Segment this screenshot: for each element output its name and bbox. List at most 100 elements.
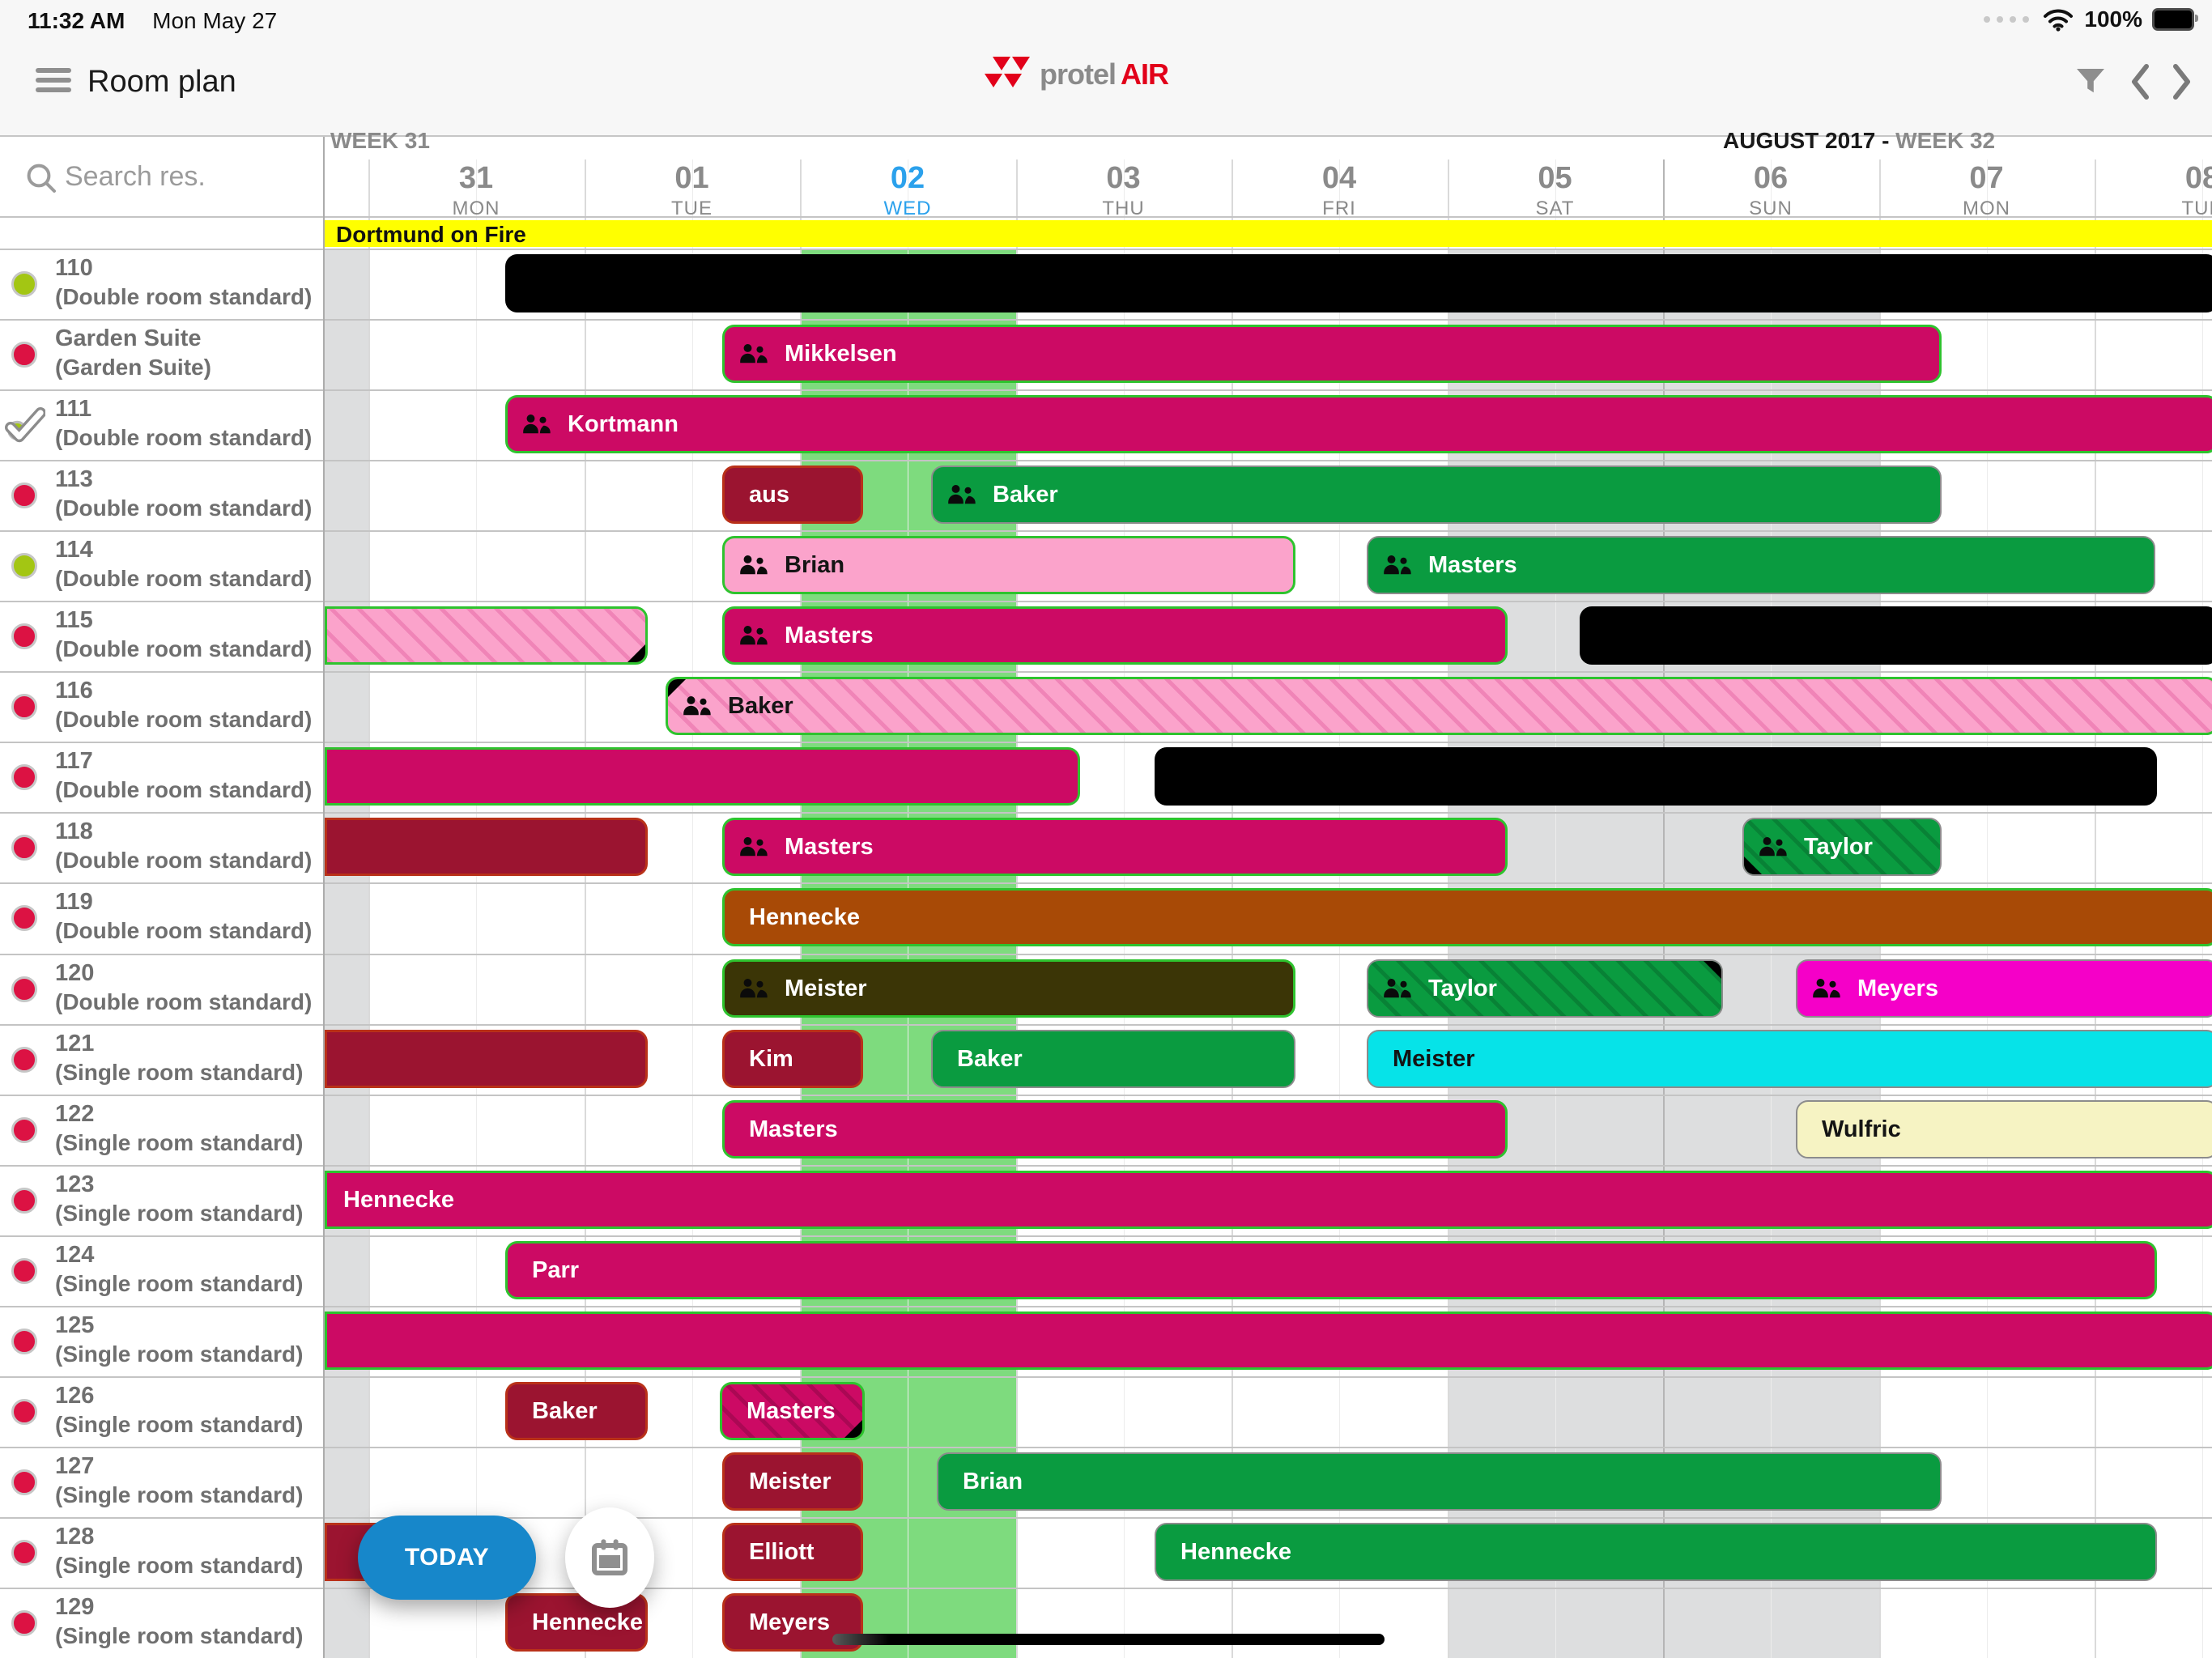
search-input[interactable] — [63, 155, 309, 198]
reservation-bar-baker[interactable]: Baker — [505, 1382, 648, 1440]
room-type: (Double room standard) — [55, 425, 313, 450]
room-row-123[interactable]: 123 (Single room standard) — [0, 1165, 323, 1235]
reservation-bar-meister[interactable]: Meister — [722, 1452, 863, 1511]
reservation-bar-aus[interactable]: aus — [722, 466, 863, 524]
reservation-bar[interactable] — [325, 1030, 648, 1088]
room-number: 113 — [55, 466, 93, 492]
room-status-dirty-dot — [11, 1539, 37, 1566]
menu-button[interactable] — [36, 68, 71, 100]
reservation-bar[interactable] — [325, 606, 648, 665]
reservation-bar-masters[interactable]: Masters — [720, 1382, 865, 1440]
reservation-bar-hennecke[interactable]: Hennecke — [722, 888, 2212, 946]
reservation-bar-masters[interactable]: Masters — [722, 606, 1508, 665]
row-border — [0, 1095, 2212, 1096]
reservation-bar[interactable] — [1155, 747, 2157, 806]
room-row-117[interactable]: 117 (Double room standard) — [0, 742, 323, 812]
search-icon — [27, 164, 56, 193]
reservation-bar-meister[interactable]: Meister — [722, 959, 1295, 1018]
calendar-button[interactable] — [565, 1507, 654, 1608]
day-header-04[interactable]: 04 FRI — [1231, 162, 1447, 220]
room-row-111[interactable]: 111 (Double room standard) — [0, 389, 323, 460]
room-row-110[interactable]: 110 (Double room standard) — [0, 249, 323, 319]
room-row-113[interactable]: 113 (Double room standard) — [0, 460, 323, 530]
guests-icon — [1759, 837, 1787, 857]
day-header-01[interactable]: 01 TUE — [585, 162, 800, 220]
filter-button[interactable] — [2073, 64, 2108, 100]
day-number: 01 — [674, 161, 709, 195]
room-row-125[interactable]: 125 (Single room standard) — [0, 1306, 323, 1376]
room-row-121[interactable]: 121 (Single room standard) — [0, 1024, 323, 1095]
today-button[interactable]: TODAY — [358, 1516, 536, 1600]
room-row-118[interactable]: 118 (Double room standard) — [0, 812, 323, 882]
reservation-bar-parr[interactable]: Parr — [505, 1241, 2157, 1299]
brand-name: protel — [1040, 57, 1117, 91]
row-border — [0, 1588, 2212, 1589]
room-status-dirty-dot — [11, 1469, 37, 1495]
room-number: 119 — [55, 889, 93, 915]
wifi-icon — [2044, 9, 2074, 32]
reservation-bar-baker[interactable]: Baker — [666, 677, 2212, 735]
room-row-114[interactable]: 114 (Double room standard) — [0, 530, 323, 601]
reservation-bar-brian[interactable]: Brian — [937, 1452, 1942, 1511]
day-header-05[interactable]: 05 SAT — [1448, 162, 1663, 220]
room-row-115[interactable]: 115 (Double room standard) — [0, 601, 323, 671]
reservation-bar[interactable] — [505, 254, 2212, 312]
reservation-guest-name: Meyers — [1857, 975, 1938, 1001]
reservation-bar-baker[interactable]: Baker — [931, 1030, 1295, 1088]
reservation-bar-kim[interactable]: Kim — [722, 1030, 863, 1088]
row-border — [0, 1235, 2212, 1237]
reservation-bar-wulfric[interactable]: Wulfric — [1796, 1100, 2212, 1158]
day-header-03[interactable]: 03 THU — [1016, 162, 1231, 220]
day-number: 02 — [890, 161, 925, 195]
room-row-119[interactable]: 119 (Double room standard) — [0, 882, 323, 953]
reservation-bar[interactable] — [325, 747, 1080, 806]
next-page-button[interactable] — [2172, 63, 2193, 100]
reservation-bar-baker[interactable]: Baker — [931, 466, 1942, 524]
reservation-bar-taylor[interactable]: Taylor — [1367, 959, 1723, 1018]
reservation-bar-kortmann[interactable]: Kortmann — [505, 395, 2212, 453]
reservation-bar-masters[interactable]: Masters — [722, 1100, 1508, 1158]
day-header-08[interactable]: 08 TUE — [2095, 162, 2212, 220]
reservation-bar-hennecke[interactable]: Hennecke — [1155, 1523, 2157, 1581]
room-row-127[interactable]: 127 (Single room standard) — [0, 1447, 323, 1517]
room-row-garden-suite[interactable]: Garden Suite (Garden Suite) — [0, 319, 323, 389]
reservation-bar-masters[interactable]: Masters — [1367, 536, 2155, 594]
room-status-dirty-dot — [11, 482, 37, 508]
day-header-06[interactable]: 06 SUN — [1663, 162, 1878, 220]
reservation-bar-elliott[interactable]: Elliott — [722, 1523, 863, 1581]
day-header-31[interactable]: 31 MON — [368, 162, 584, 220]
day-name: MON — [452, 198, 500, 219]
room-row-120[interactable]: 120 (Double room standard) — [0, 954, 323, 1024]
horizontal-scroll-indicator[interactable] — [832, 1634, 1385, 1645]
day-header-07[interactable]: 07 MON — [1879, 162, 2095, 220]
reservation-bar[interactable] — [325, 1312, 2212, 1370]
guests-icon — [740, 979, 768, 998]
reservation-bar-taylor[interactable]: Taylor — [1742, 818, 1942, 876]
reservation-bar-brian[interactable]: Brian — [722, 536, 1295, 594]
room-row-122[interactable]: 122 (Single room standard) — [0, 1095, 323, 1165]
event-banner[interactable]: Dortmund on Fire — [325, 220, 2212, 247]
reservation-bar-hennecke[interactable]: Hennecke — [325, 1171, 2212, 1229]
reservation-bar-meister[interactable]: Meister — [1367, 1030, 2212, 1088]
room-row-126[interactable]: 126 (Single room standard) — [0, 1376, 323, 1447]
room-type: (Single room standard) — [55, 1271, 304, 1296]
day-header-02[interactable]: 02 WED — [800, 162, 1015, 220]
day-number: 08 — [2184, 161, 2212, 195]
reservation-bar-mikkelsen[interactable]: Mikkelsen — [722, 325, 1942, 383]
reservation-bar[interactable] — [1580, 606, 2212, 665]
room-row-128[interactable]: 128 (Single room standard) — [0, 1517, 323, 1588]
room-type: (Single room standard) — [55, 1412, 304, 1437]
reservation-guest-name: Wulfric — [1822, 1116, 1901, 1142]
room-row-129[interactable]: 129 (Single room standard) — [0, 1588, 323, 1658]
reservation-bar[interactable] — [325, 818, 648, 876]
reservation-bar-masters[interactable]: Masters — [722, 818, 1508, 876]
weekend-column-jul30 — [325, 249, 368, 1658]
room-row-116[interactable]: 116 (Double room standard) — [0, 671, 323, 742]
previous-page-button[interactable] — [2129, 63, 2150, 100]
reservation-bar-hennecke[interactable]: Hennecke — [505, 1593, 648, 1652]
reservation-bar-meyers[interactable]: Meyers — [1796, 959, 2212, 1018]
room-status-dirty-dot — [11, 1046, 37, 1073]
room-row-124[interactable]: 124 (Single room standard) — [0, 1235, 323, 1306]
day-name: TUE — [2181, 198, 2212, 219]
room-number: 122 — [55, 1101, 95, 1127]
